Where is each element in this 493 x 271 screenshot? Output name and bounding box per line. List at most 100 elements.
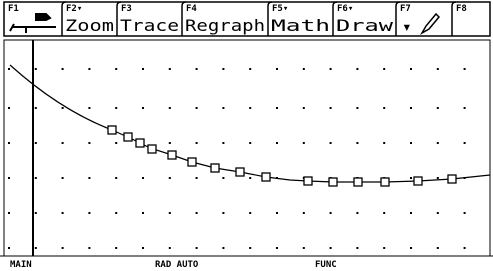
grid-dot bbox=[437, 177, 439, 179]
grid-dot bbox=[249, 142, 251, 144]
tab-key: F7 bbox=[400, 4, 411, 14]
grid-dot bbox=[115, 68, 117, 70]
grid-dot bbox=[464, 142, 466, 144]
grid-dot bbox=[464, 68, 466, 70]
grid-dot bbox=[383, 142, 385, 144]
plot-marker bbox=[262, 173, 270, 181]
tab-label: Zoom bbox=[65, 16, 114, 35]
grid-dot bbox=[35, 142, 37, 144]
grid-dot bbox=[62, 212, 64, 214]
grid-dot bbox=[8, 247, 10, 249]
grid-dot bbox=[142, 177, 144, 179]
tab-key: F5▾ bbox=[272, 4, 288, 14]
plot-marker bbox=[448, 175, 456, 183]
grid-dot bbox=[410, 212, 412, 214]
grid-dot bbox=[8, 68, 10, 70]
grid-dot bbox=[222, 68, 224, 70]
plot-marker bbox=[188, 158, 196, 166]
plot-marker bbox=[414, 177, 422, 185]
grid-dot bbox=[222, 212, 224, 214]
plot-marker bbox=[329, 178, 337, 186]
grid-dot bbox=[62, 177, 64, 179]
grid-dot bbox=[169, 212, 171, 214]
grid-dot bbox=[356, 68, 358, 70]
grid-dot bbox=[115, 107, 117, 109]
grid-dot bbox=[410, 177, 412, 179]
tab-label: Draw bbox=[336, 16, 394, 35]
grid-dot bbox=[410, 68, 412, 70]
grid-dot bbox=[222, 247, 224, 249]
grid-dot bbox=[303, 212, 305, 214]
grid-dot bbox=[169, 68, 171, 70]
grid-dot bbox=[35, 177, 37, 179]
grid-dot bbox=[464, 247, 466, 249]
f7-arrow: ▾ bbox=[402, 17, 412, 36]
grid-dot bbox=[276, 68, 278, 70]
status-mode: MAIN bbox=[10, 260, 32, 270]
grid-dot bbox=[169, 142, 171, 144]
calculator-screen: F1F2▾ZoomF3TraceF4RegraphF5▾MathF6▾DrawF… bbox=[0, 0, 493, 271]
plot-marker bbox=[381, 178, 389, 186]
grid-dot bbox=[437, 107, 439, 109]
plot-marker bbox=[124, 133, 132, 141]
grid-dot bbox=[222, 107, 224, 109]
grid-dot bbox=[196, 107, 198, 109]
grid-dot bbox=[8, 142, 10, 144]
grid-dot bbox=[249, 107, 251, 109]
tab-key: F3 bbox=[121, 4, 132, 14]
grid-dot bbox=[196, 68, 198, 70]
grid-dot bbox=[142, 68, 144, 70]
grid-dot bbox=[276, 212, 278, 214]
plot-marker bbox=[136, 139, 144, 147]
grid-dot bbox=[88, 177, 90, 179]
grid-dot bbox=[330, 68, 332, 70]
tab-label: Regraph bbox=[185, 16, 265, 35]
grid-dot bbox=[383, 68, 385, 70]
grid-dot bbox=[276, 107, 278, 109]
grid-dot bbox=[115, 177, 117, 179]
grid-dot bbox=[383, 212, 385, 214]
grid-dot bbox=[464, 212, 466, 214]
grid-dot bbox=[330, 107, 332, 109]
grid-dot bbox=[196, 142, 198, 144]
tab-key: F1 bbox=[8, 4, 19, 14]
grid-dot bbox=[356, 142, 358, 144]
grid-dot bbox=[330, 247, 332, 249]
grid-dot bbox=[8, 212, 10, 214]
grid-dot bbox=[356, 212, 358, 214]
grid-dot bbox=[62, 247, 64, 249]
grid-dot bbox=[437, 247, 439, 249]
grid-dot bbox=[8, 177, 10, 179]
grid-dot bbox=[249, 177, 251, 179]
grid-dot bbox=[437, 142, 439, 144]
tab-key: F2▾ bbox=[66, 4, 82, 14]
grid-dot bbox=[276, 247, 278, 249]
plot-marker bbox=[168, 151, 176, 159]
grid-dot bbox=[303, 247, 305, 249]
grid-dot bbox=[249, 247, 251, 249]
grid-dot bbox=[196, 177, 198, 179]
grid-dot bbox=[169, 107, 171, 109]
grid-dot bbox=[8, 107, 10, 109]
plot-marker bbox=[304, 177, 312, 185]
grid-dot bbox=[464, 107, 466, 109]
tab-key: F4 bbox=[186, 4, 197, 14]
grid-dot bbox=[169, 247, 171, 249]
grid-dot bbox=[88, 107, 90, 109]
grid-dot bbox=[276, 142, 278, 144]
grid-dot bbox=[169, 177, 171, 179]
grid-dot bbox=[196, 247, 198, 249]
grid-dot bbox=[410, 107, 412, 109]
tab-label: Trace bbox=[120, 16, 179, 35]
plot-marker bbox=[148, 145, 156, 153]
grid-dot bbox=[115, 247, 117, 249]
status-angle: RAD AUTO bbox=[155, 260, 199, 270]
plot-marker bbox=[211, 164, 219, 172]
grid-dot bbox=[142, 107, 144, 109]
grid-dot bbox=[410, 247, 412, 249]
grid-dot bbox=[62, 142, 64, 144]
grid-dot bbox=[383, 107, 385, 109]
grid-dot bbox=[88, 142, 90, 144]
tab-key: F6▾ bbox=[337, 4, 353, 14]
grid-dot bbox=[222, 142, 224, 144]
